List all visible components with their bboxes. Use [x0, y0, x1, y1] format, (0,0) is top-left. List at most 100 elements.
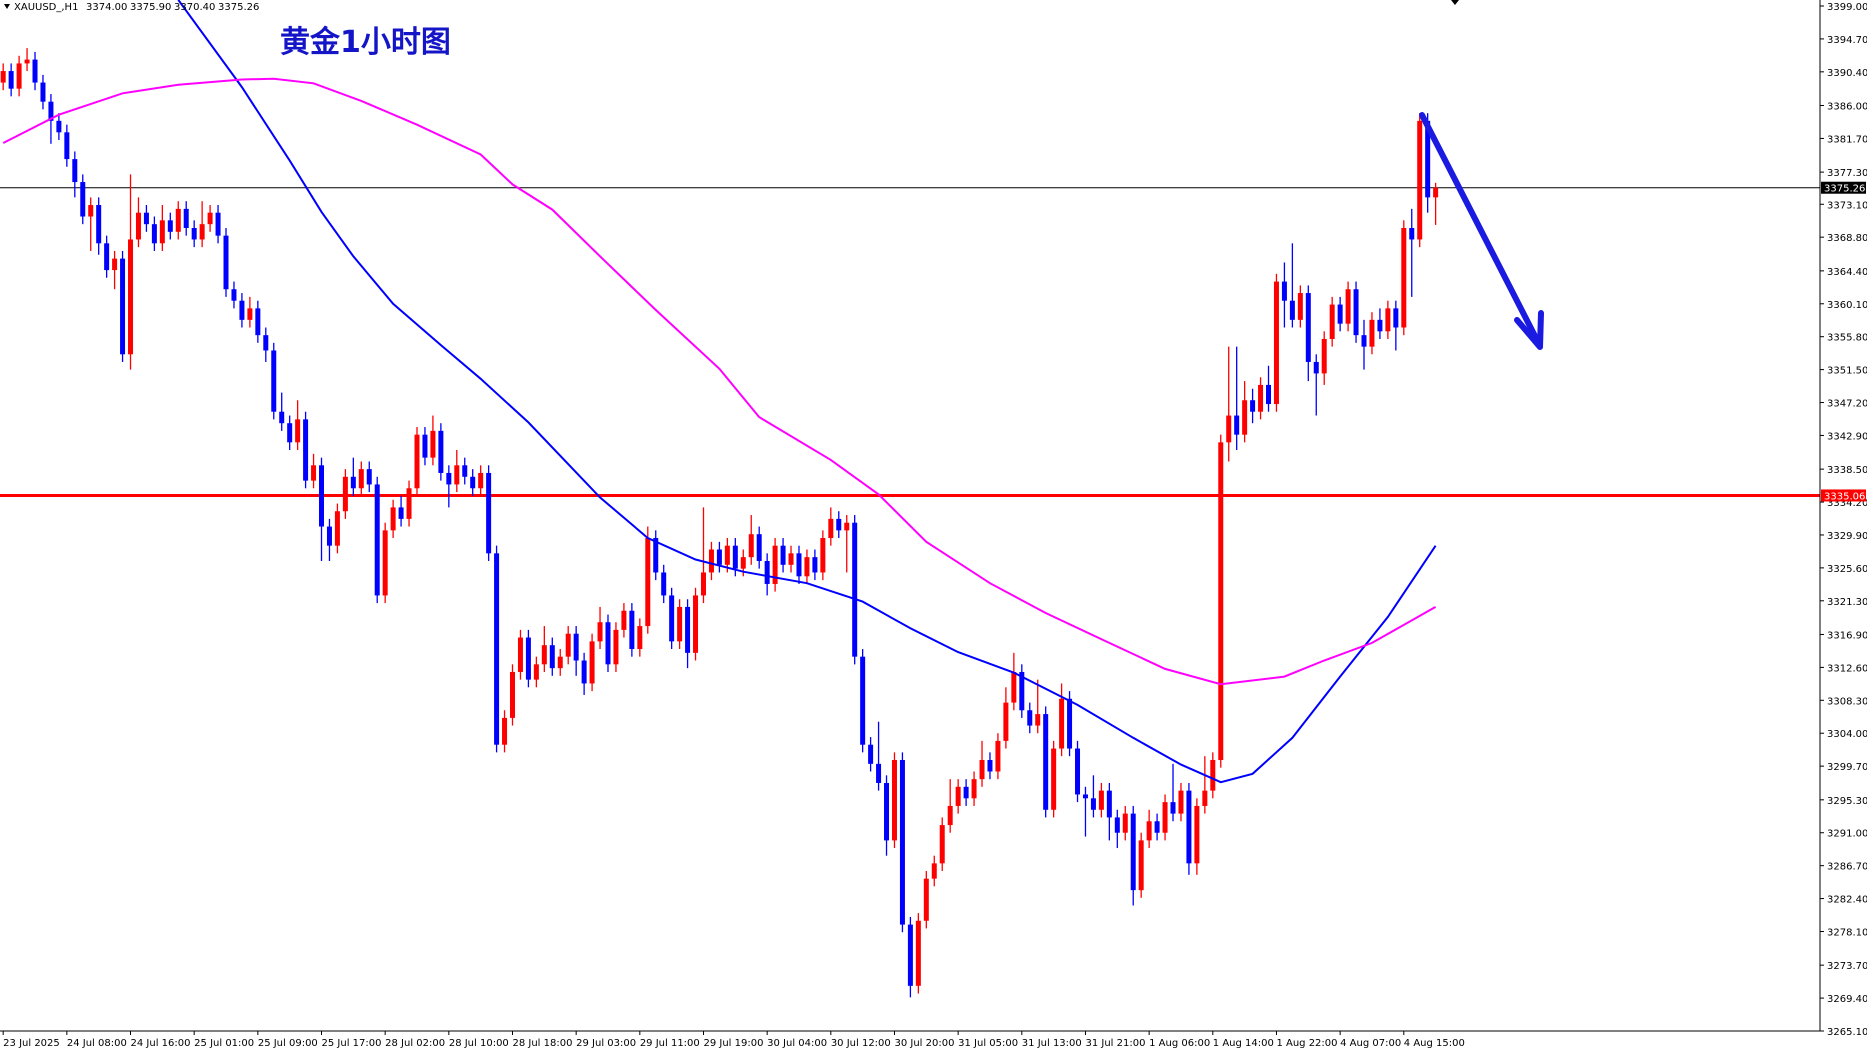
- price-label: 3335.06: [1824, 491, 1865, 502]
- candle-body: [183, 208, 189, 228]
- candle-body: [255, 308, 261, 336]
- candle-body: [1035, 714, 1041, 726]
- candle-body: [732, 545, 738, 569]
- y-tick-label: 3390.40: [1827, 68, 1867, 79]
- candle-body: [716, 549, 722, 565]
- candle-body: [1154, 821, 1160, 833]
- annotation-arrow: [1419, 112, 1544, 350]
- x-tick-label: 28 Jul 18:00: [512, 1038, 572, 1049]
- candle-body: [1297, 293, 1303, 320]
- candle-body: [478, 472, 484, 489]
- candle-body: [708, 549, 714, 573]
- y-tick-label: 3394.70: [1827, 35, 1867, 46]
- candle-body: [1218, 442, 1224, 761]
- candle-body: [796, 553, 802, 577]
- y-tick-label: 3399.00: [1827, 2, 1867, 13]
- x-tick-label: 30 Jul 12:00: [831, 1038, 891, 1049]
- candle-body: [494, 553, 500, 745]
- header: XAUUSD_,H1 3374.00 3375.90 3370.40 3375.…: [4, 2, 259, 13]
- candle-body: [581, 660, 587, 684]
- candle-body: [995, 740, 1001, 772]
- candle-body: [199, 224, 205, 240]
- x-tick-label: 30 Jul 20:00: [894, 1038, 954, 1049]
- chart-title: 黄金1小时图: [280, 25, 451, 60]
- candle-body: [891, 760, 897, 841]
- candle-body: [1194, 805, 1200, 864]
- y-tick-label: 3265.10: [1827, 1027, 1867, 1038]
- moving-average: [2, 77, 1437, 686]
- candle-body: [509, 671, 515, 718]
- candle-body: [446, 472, 452, 485]
- candle-body: [963, 786, 969, 799]
- x-tick-label: 29 Jul 11:00: [640, 1038, 700, 1049]
- candle-body: [350, 476, 356, 489]
- candle-body: [1369, 319, 1375, 347]
- candle-body: [1122, 813, 1128, 833]
- y-tick-label: 3351.50: [1827, 366, 1867, 377]
- candle-body: [876, 763, 882, 783]
- candle-body: [438, 430, 444, 473]
- x-tick-label: 28 Jul 10:00: [449, 1038, 509, 1049]
- y-tick-label: 3325.60: [1827, 564, 1867, 575]
- y-tick-label: 3338.50: [1827, 465, 1867, 476]
- candle-body: [525, 637, 531, 680]
- candle-body: [112, 258, 118, 271]
- candle-body: [231, 289, 237, 301]
- x-tick-label: 29 Jul 03:00: [576, 1038, 636, 1049]
- candle-body: [1385, 308, 1391, 332]
- candle-body: [1075, 748, 1081, 795]
- y-tick-label: 3381.70: [1827, 134, 1867, 145]
- y-tick-label: 3347.20: [1827, 399, 1867, 410]
- candle-body: [517, 637, 523, 672]
- header-open: 3374.00: [86, 2, 127, 13]
- candle-body: [1393, 308, 1399, 328]
- candle-body: [1067, 698, 1073, 749]
- candle-body: [573, 633, 579, 661]
- candle-body: [533, 664, 539, 680]
- y-tick-label: 3273.70: [1827, 961, 1867, 972]
- y-tick-label: 3304.00: [1827, 729, 1867, 740]
- candle-body: [804, 557, 810, 577]
- y-tick-label: 3316.90: [1827, 630, 1867, 641]
- y-tick-label: 3308.30: [1827, 696, 1867, 707]
- candle-body: [366, 469, 372, 485]
- candle-body: [1146, 821, 1152, 841]
- candle-body: [565, 633, 571, 657]
- plot-area: [0, 0, 1820, 998]
- candle-body: [653, 538, 659, 573]
- candle-body: [836, 518, 842, 531]
- candle-body: [374, 484, 380, 596]
- candle-body: [470, 476, 476, 489]
- candle-body: [947, 805, 953, 826]
- x-tick-label: 1 Aug 22:00: [1276, 1038, 1337, 1049]
- price-label: 3375.26: [1824, 184, 1865, 195]
- x-tick-label: 4 Aug 07:00: [1340, 1038, 1401, 1049]
- y-tick-label: 3334.20: [1827, 498, 1867, 509]
- candle-body: [748, 534, 754, 558]
- candle-body: [971, 779, 977, 799]
- candle-body: [661, 572, 667, 596]
- y-tick-label: 3377.30: [1827, 168, 1867, 179]
- candle-body: [120, 258, 126, 355]
- arrow-shaft: [1419, 112, 1541, 345]
- x-tick-label: 24 Jul 16:00: [131, 1038, 191, 1049]
- candle-body: [987, 760, 993, 772]
- candle-body: [8, 71, 14, 89]
- candle-body: [64, 132, 70, 160]
- candle-body: [1019, 671, 1025, 711]
- candle-body: [311, 465, 317, 481]
- candle-body: [685, 606, 691, 653]
- candle-body: [167, 220, 173, 232]
- candle-body: [613, 629, 619, 665]
- candle-body: [80, 182, 86, 217]
- candle-body: [502, 717, 508, 745]
- candle-body: [828, 518, 834, 539]
- y-tick-label: 3295.30: [1827, 796, 1867, 807]
- candle-body: [382, 530, 388, 596]
- candle-body: [557, 656, 563, 669]
- y-tick-label: 3342.90: [1827, 431, 1867, 442]
- candle-body: [645, 538, 651, 627]
- candle-body: [1281, 281, 1287, 301]
- candle-body: [56, 120, 62, 133]
